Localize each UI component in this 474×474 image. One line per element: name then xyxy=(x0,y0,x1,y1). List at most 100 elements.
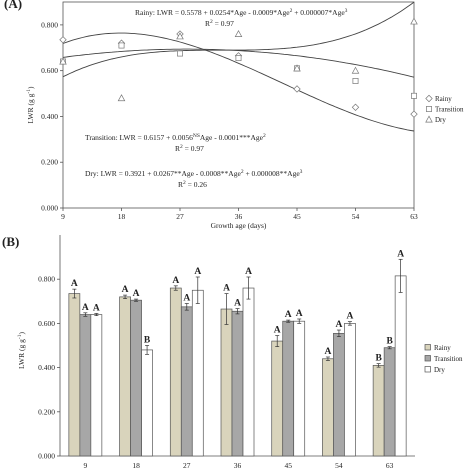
legend-label-dry: Dry xyxy=(434,366,445,374)
data-point-dry xyxy=(59,57,67,65)
x-tick-label: 9 xyxy=(61,212,65,221)
legend-label-rainy: Rainy xyxy=(434,344,451,352)
legend-label-rainy: Rainy xyxy=(435,95,452,103)
x-tick-label: 63 xyxy=(410,212,418,221)
data-point-rainy xyxy=(351,103,360,111)
bar-dry xyxy=(191,289,204,457)
data-point-transition xyxy=(352,78,359,84)
significance-letter: A xyxy=(245,267,252,277)
significance-letter: A xyxy=(194,267,201,277)
bar-dry xyxy=(242,287,255,457)
significance-letter: A xyxy=(82,303,89,313)
y-tick-label: 0.200 xyxy=(41,158,58,167)
bar-transition xyxy=(282,320,295,457)
bar-rainy xyxy=(68,293,81,457)
legend-marker-rainy xyxy=(425,94,433,103)
x-tick-label: 18 xyxy=(118,212,126,221)
data-point-dry xyxy=(410,17,418,25)
significance-letter: A xyxy=(335,320,342,330)
significance-letter: A xyxy=(223,284,230,294)
bar-rainy xyxy=(119,296,131,457)
bar-dry xyxy=(90,314,103,457)
bar-transition xyxy=(130,299,142,457)
bar-transition xyxy=(231,310,244,457)
y-tick-label: 0.800 xyxy=(41,20,58,29)
fit-curve-rainy xyxy=(62,32,415,132)
legend-swatch-transition xyxy=(424,355,431,362)
panel-a: (A) 0.000 0.200 0.400 0.600 0.800 9 18 27 36 45 54 6… xyxy=(4,0,464,230)
data-point-transition xyxy=(235,55,242,62)
bar-rainy xyxy=(169,287,182,457)
y-tick-label: 0.600 xyxy=(41,66,58,75)
bar-dry xyxy=(293,320,306,457)
bar-rainy xyxy=(271,340,284,457)
significance-letter: A xyxy=(172,276,179,286)
y-tick-label: 0.200 xyxy=(38,407,55,416)
panel-b: (B) 0.000 0.200 0.400 0.600 0.800 LWR (g g-1) 9… xyxy=(2,234,463,470)
y-tick-label: 0.400 xyxy=(41,112,58,121)
x-tick-label: 36 xyxy=(235,212,243,221)
y-tick-label: 0.400 xyxy=(38,363,55,372)
significance-letter: A xyxy=(93,303,100,313)
significance-letter: A xyxy=(183,294,190,304)
x-tick-label: 45 xyxy=(284,461,292,470)
bar-transition xyxy=(79,314,92,457)
significance-letter: A xyxy=(397,249,404,259)
bar-transition xyxy=(180,306,193,457)
significance-letter: B xyxy=(144,336,151,346)
r-squared-rainy: R2 = 0.97 xyxy=(205,19,234,28)
bar-rainy xyxy=(372,365,385,457)
legend-label-transition: Transition xyxy=(435,106,464,114)
y-tick-label: 0.600 xyxy=(38,319,55,328)
panel-label-a: (A) xyxy=(4,0,22,11)
legend-marker-transition xyxy=(426,106,432,112)
data-point-dry xyxy=(293,64,301,72)
significance-letter: A xyxy=(234,299,241,309)
x-tick-label: 27 xyxy=(176,212,184,221)
bar-rainy xyxy=(322,358,334,457)
legend-label-dry: Dry xyxy=(435,116,446,124)
data-point-rainy xyxy=(293,85,301,93)
r-squared-transition: R2 = 0.97 xyxy=(175,144,204,153)
r-squared-dry: R2 = 0.26 xyxy=(178,180,207,189)
y-tick-label: 0.000 xyxy=(41,204,58,213)
data-point-dry xyxy=(176,32,184,40)
significance-letter: A xyxy=(133,289,140,299)
bar-dry xyxy=(344,323,356,457)
significance-letter: A xyxy=(296,309,303,319)
significance-letter: A xyxy=(346,312,353,322)
significance-letter: A xyxy=(274,326,281,336)
x-tick-label: 36 xyxy=(234,461,242,470)
x-axis-label: Growth age (days) xyxy=(211,221,267,230)
fit-curve-transition xyxy=(62,48,415,78)
bar-dry xyxy=(394,275,407,457)
x-tick-label: 54 xyxy=(335,461,343,470)
legend-swatch-dry xyxy=(424,366,431,373)
significance-letter: A xyxy=(285,310,292,320)
significance-letter: A xyxy=(71,279,78,289)
x-tick-label: 63 xyxy=(386,461,394,470)
data-point-rainy xyxy=(410,110,418,118)
y-tick-label: 0.800 xyxy=(38,275,55,284)
bar-transition xyxy=(333,332,345,457)
equation-rainy: Rainy: LWR = 0.5578 + 0.0254*Age - 0.000… xyxy=(135,8,348,17)
fit-curve-dry xyxy=(62,1,415,78)
panel-label-b: (B) xyxy=(2,234,19,249)
equation-transition: Transition: LWR = 0.6157 + 0.0056NSAge -… xyxy=(85,133,266,142)
significance-letter: B xyxy=(375,354,382,364)
data-point-rainy xyxy=(59,36,67,44)
bar-rainy xyxy=(220,308,233,457)
data-point-dry xyxy=(351,66,360,74)
y-axis-label: LWR (g g-1) xyxy=(26,86,35,123)
y-axis-label: LWR (g g-1) xyxy=(17,332,26,369)
legend-marker-dry xyxy=(425,115,433,123)
data-point-dry xyxy=(117,94,126,102)
significance-letter: A xyxy=(122,285,129,295)
equation-dry: Dry: LWR = 0.3921 + 0.0267**Age - 0.0008… xyxy=(85,169,303,178)
x-tick-label: 9 xyxy=(83,461,87,470)
legend-swatch-rainy xyxy=(424,344,431,351)
y-tick-label: 0.000 xyxy=(38,452,55,461)
x-tick-label: 45 xyxy=(293,212,301,221)
significance-letter: B xyxy=(386,337,393,347)
